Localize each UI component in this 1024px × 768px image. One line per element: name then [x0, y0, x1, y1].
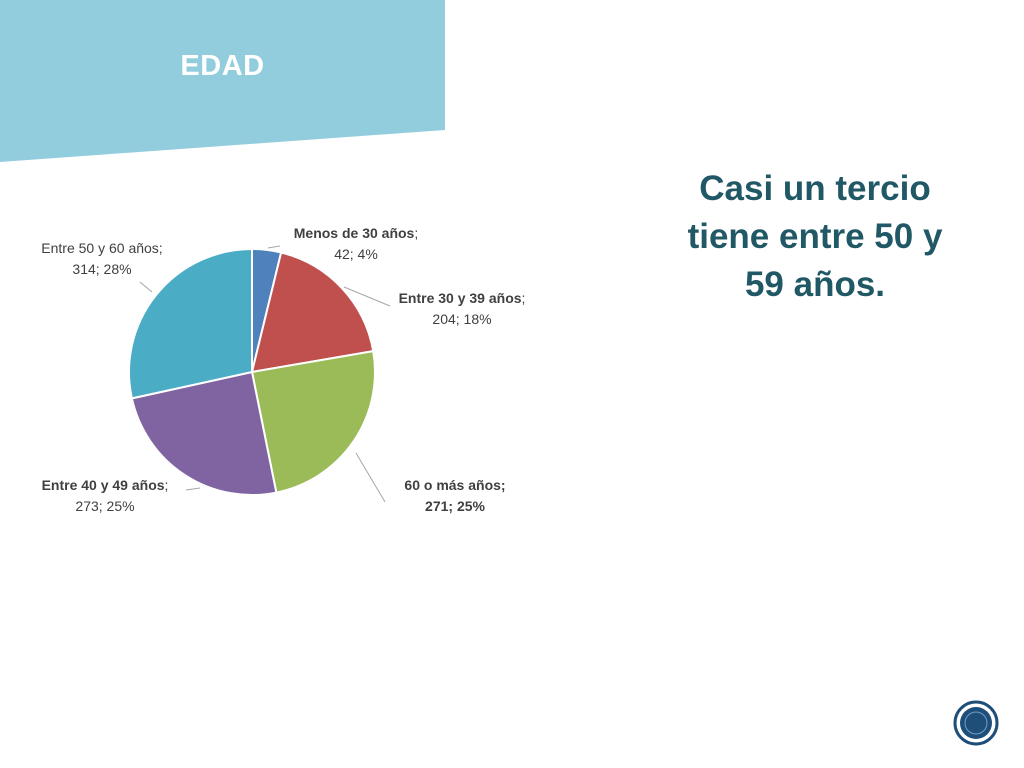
slice-value-2: 204; 18% — [432, 311, 491, 327]
leader-line-3 — [355, 452, 386, 503]
pie-slice-5 — [128, 247, 253, 400]
slice-label-1: Menos de 30 años; — [294, 225, 418, 241]
slice-label-4: Entre 40 y 49 años; — [42, 477, 169, 493]
headline-line-1: Casi un tercio — [699, 169, 931, 208]
pie-slice-4 — [130, 370, 278, 496]
pie-slice-3 — [250, 349, 376, 494]
pie-chart-svg: Menos de 30 años; 42; 4% Entre 30 y 39 año… — [41, 225, 526, 514]
slide-title: EDAD — [180, 50, 265, 82]
headline-line-3: 59 años. — [744, 265, 886, 304]
banner-shape — [0, 0, 445, 162]
pie-slice-2 — [250, 251, 375, 374]
slice-value-1: 42; 4% — [334, 246, 378, 262]
age-pie-chart: Menos de 30 años; 42; 4% Entre 30 y 39 año… — [0, 200, 560, 560]
leader-line-5 — [139, 281, 153, 293]
slice-value-5: 314; 28% — [72, 261, 131, 277]
title-banner: EDAD — [0, 0, 445, 165]
slice-label-2: Entre 30 y 39 años; — [399, 290, 526, 306]
slice-label-5: Entre 50 y 60 años; — [41, 240, 162, 256]
headline: Casi un tercio tiene entre 50 y 59 años. — [660, 165, 970, 309]
leader-line-1 — [267, 245, 281, 249]
leader-line-2 — [343, 286, 391, 307]
headline-line-2: tiene entre 50 y — [687, 217, 943, 256]
leader-line-4 — [185, 487, 201, 491]
slice-value-4: 273; 25% — [75, 498, 134, 514]
institution-seal-icon — [953, 700, 999, 746]
slice-label-3: 60 o más años; — [404, 477, 505, 493]
slice-value-3: 271; 25% — [425, 498, 485, 514]
